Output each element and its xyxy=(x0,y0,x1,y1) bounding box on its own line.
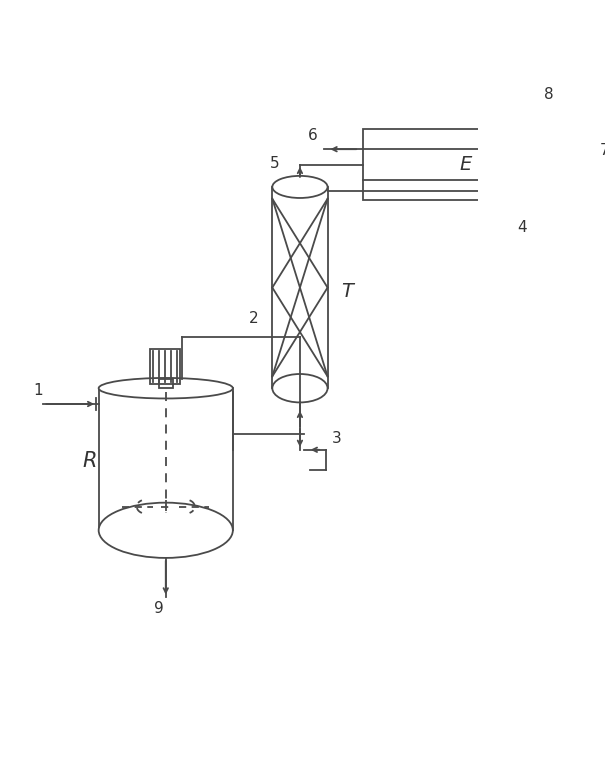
Ellipse shape xyxy=(99,503,233,558)
Bar xyxy=(159,378,173,388)
Bar xyxy=(150,349,180,385)
Ellipse shape xyxy=(272,176,327,198)
Text: 2: 2 xyxy=(249,311,258,326)
Text: E: E xyxy=(460,156,472,174)
Ellipse shape xyxy=(272,374,327,402)
Text: 1: 1 xyxy=(33,382,43,398)
Text: T: T xyxy=(341,282,353,301)
Text: 3: 3 xyxy=(332,431,342,446)
Bar xyxy=(363,129,552,201)
Text: 9: 9 xyxy=(154,601,164,617)
Text: 6: 6 xyxy=(308,127,318,143)
Text: 4: 4 xyxy=(517,220,527,235)
Bar xyxy=(272,187,327,388)
Text: 7: 7 xyxy=(600,143,605,159)
Text: R: R xyxy=(83,451,97,471)
Text: 8: 8 xyxy=(544,87,554,102)
Text: 5: 5 xyxy=(270,156,280,171)
Ellipse shape xyxy=(99,378,233,398)
